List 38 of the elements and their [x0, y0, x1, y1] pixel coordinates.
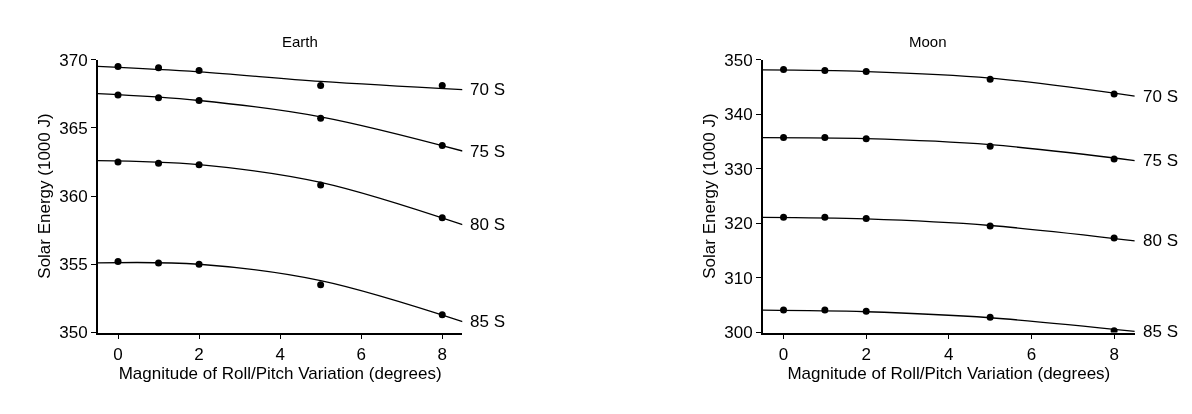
series-label: 80 S	[1143, 231, 1178, 250]
x-tick-label: 2	[861, 344, 871, 364]
y-tick-label: 355	[59, 255, 88, 275]
x-tick-label: 6	[1026, 344, 1037, 364]
y-tick-label: 310	[724, 268, 753, 288]
y-tick-label: 350	[59, 323, 88, 343]
x-tick-label: 4	[275, 344, 285, 364]
y-tick-label: 320	[724, 214, 753, 234]
series-label: 70 S	[1143, 87, 1178, 106]
y-tick-label: 370	[59, 50, 88, 70]
x-tick-label: 0	[113, 344, 123, 364]
chart-title: Moon	[909, 33, 947, 50]
series-label: 75 S	[470, 142, 505, 161]
series-label: 75 S	[1143, 151, 1178, 170]
y-axis-title: Solar Energy (1000 J)	[700, 113, 720, 279]
x-tick-label: 8	[437, 344, 447, 364]
x-tick-label: 6	[356, 344, 366, 364]
chart-title: Earth	[282, 33, 318, 50]
series-label: 80 S	[470, 215, 505, 234]
y-tick-label: 350	[724, 50, 753, 70]
x-tick-label: 0	[778, 344, 789, 364]
y-tick-label: 330	[724, 159, 753, 179]
y-tick-label: 360	[59, 186, 88, 206]
y-axis-title: Solar Energy (1000 J)	[35, 113, 55, 279]
point	[317, 281, 325, 289]
x-axis-title: Magnitude of Roll/Pitch Variation (degrees)	[787, 363, 1111, 383]
series-label: 70 S	[470, 80, 505, 99]
series-label: 85 S	[470, 312, 505, 331]
series-label: 85 S	[1143, 322, 1178, 341]
point	[317, 81, 325, 89]
x-tick-label: 2	[194, 344, 204, 364]
y-tick-label: 365	[59, 118, 88, 138]
x-tick-label: 8	[1109, 344, 1119, 364]
x-axis-title: Magnitude of Roll/Pitch Variation (degrees)	[118, 363, 442, 383]
y-tick-label: 300	[724, 323, 753, 343]
x-tick-label: 4	[944, 344, 954, 364]
point	[438, 81, 446, 89]
y-tick-label: 340	[724, 105, 753, 125]
